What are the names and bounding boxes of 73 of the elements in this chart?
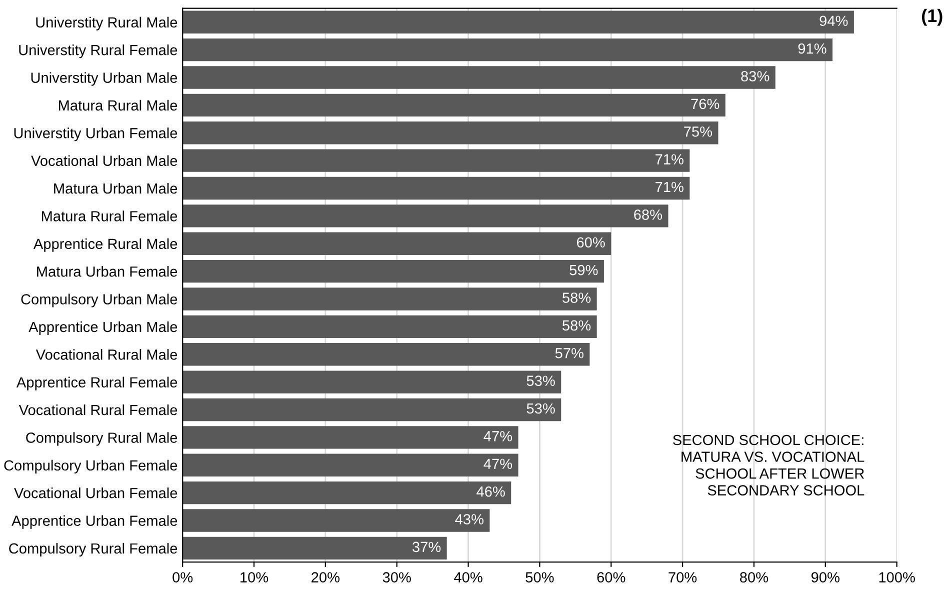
x-tick-label: 50% [526, 572, 554, 582]
x-tick-label: 0% [172, 572, 193, 582]
y-tick-label: Apprentice Rural Female [16, 376, 178, 390]
data-label: 58% [562, 320, 591, 331]
bar [182, 94, 726, 117]
y-tick-label: Compulsory Rural Male [26, 432, 178, 446]
data-label: 47% [484, 458, 512, 469]
y-tick-label: Universtity Urban Male [31, 72, 178, 86]
x-tick-label: 60% [597, 572, 626, 582]
annotation: SECOND SCHOOL CHOICE: MATURA VS. VOCATIONAL SCHOOL AFTER LOWER SECONDARY SCHOOL [673, 434, 864, 496]
x-tick-label: 10% [240, 572, 268, 582]
data-label: 91% [798, 43, 826, 54]
x-tick-label: 70% [668, 572, 697, 582]
data-label: 75% [684, 126, 712, 137]
bar [182, 38, 833, 62]
data-label: 43% [455, 514, 484, 524]
data-label: 58% [562, 292, 591, 303]
data-label: 59% [570, 264, 598, 276]
y-tick-label: Apprentice Urban Female [12, 515, 178, 529]
bar [182, 481, 512, 504]
y-tick-label: Apprentice Rural Male [33, 238, 178, 252]
data-label: 47% [484, 431, 512, 442]
bar [182, 370, 562, 394]
y-tick-label: Apprentice Urban Male [28, 321, 178, 335]
x-tick-label: 80% [740, 572, 768, 582]
y-tick-label: Compulsory Urban Male [21, 294, 178, 308]
data-label: 60% [576, 237, 605, 248]
data-label: 76% [691, 98, 720, 110]
bar [182, 398, 562, 422]
x-tick-label: 40% [454, 572, 482, 582]
bar [182, 10, 854, 34]
bar [182, 454, 518, 476]
data-label: 53% [526, 376, 555, 386]
bar [182, 509, 490, 532]
data-label: 46% [476, 486, 505, 497]
y-tick-label: Matura Rural Female [42, 210, 178, 222]
x-tick-label: 20% [312, 572, 340, 582]
x-tick-label: 30% [382, 572, 411, 582]
bar [182, 426, 518, 449]
y-tick-label: Universtity Rural Male [36, 16, 178, 30]
data-label: 68% [634, 210, 662, 220]
y-tick-label: Universtity Urban Female [14, 128, 178, 142]
bar [182, 232, 612, 255]
data-label: 94% [820, 16, 848, 26]
bar [182, 66, 776, 89]
data-label: 57% [555, 348, 584, 358]
data-label: 37% [412, 542, 441, 552]
y-tick-label: Vocational Urban Female [14, 488, 178, 498]
y-tick-label: Matura Urban Male [54, 182, 178, 194]
x-tick-label: 100% [879, 572, 915, 582]
y-tick-label: Matura Urban Female [37, 266, 178, 277]
y-tick-label: Vocational Rural Male [36, 349, 178, 360]
data-label: 71% [656, 182, 684, 192]
bar [182, 536, 447, 560]
y-tick-label: Compulsory Rural Female [9, 542, 178, 557]
y-tick-label: Vocational Urban Male [31, 155, 178, 166]
data-label: 83% [741, 71, 770, 82]
bar [182, 343, 590, 366]
x-tick-label: 90% [811, 572, 840, 582]
data-label: 53% [526, 403, 555, 414]
bar [182, 288, 597, 310]
text: (1) [922, 8, 942, 26]
bar [182, 204, 668, 228]
bar [182, 122, 718, 144]
y-tick-label: Universtity Rural Female [19, 44, 178, 58]
bar [182, 176, 690, 200]
y-tick-label: Compulsory Urban Female [4, 460, 178, 474]
bar [182, 149, 690, 172]
y-tick-label: Matura Rural Male [58, 100, 178, 111]
bar [182, 315, 597, 338]
bar [182, 260, 604, 283]
data-label: 71% [656, 154, 684, 164]
y-tick-label: Vocational Rural Female [18, 404, 178, 416]
